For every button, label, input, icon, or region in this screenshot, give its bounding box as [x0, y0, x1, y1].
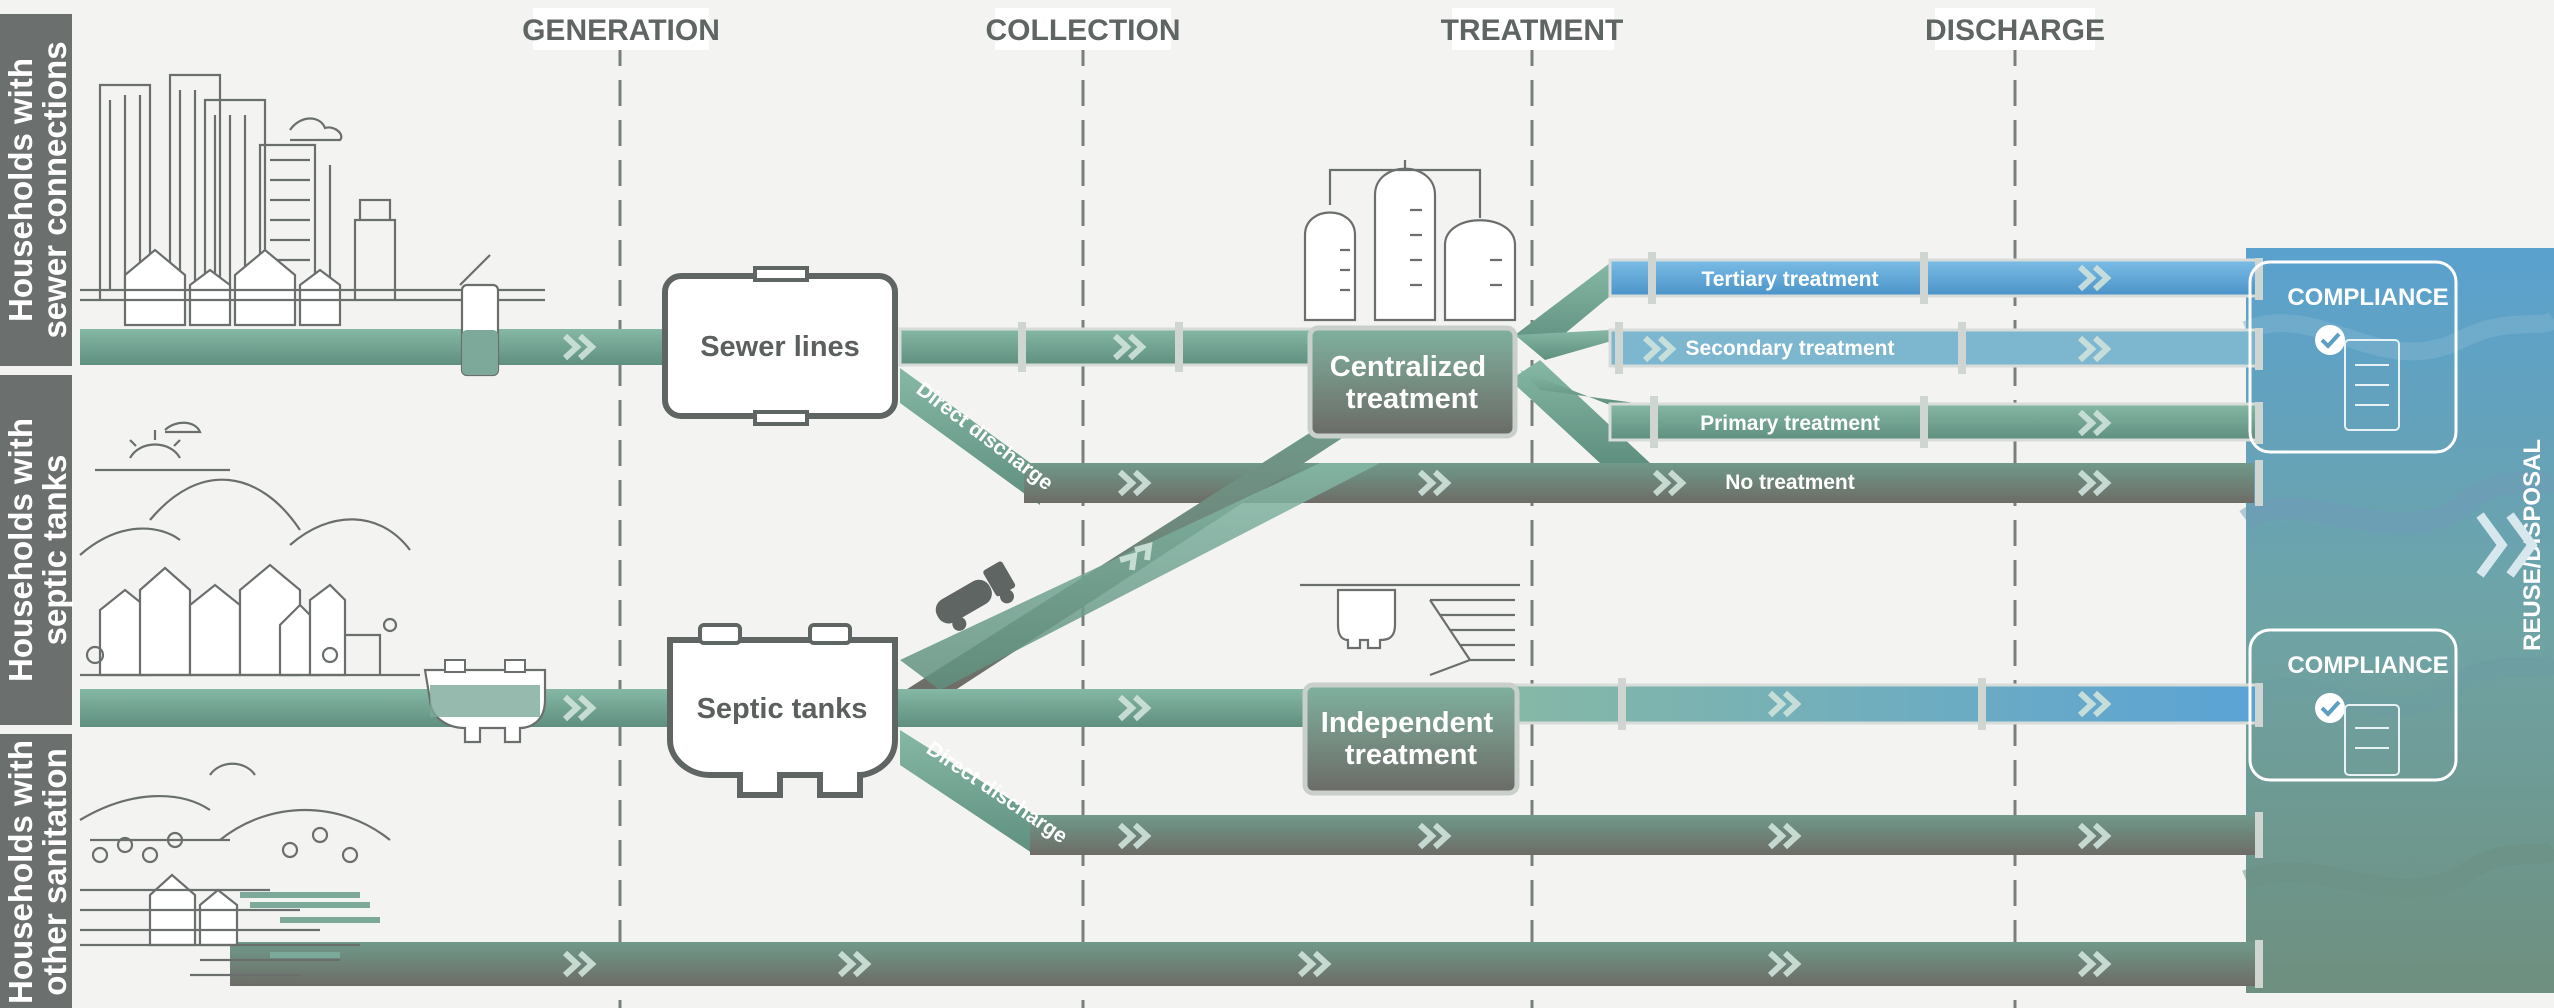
- household-label-other: Households withother sanitation: [2, 740, 73, 1004]
- sewer-lines-label: Sewer lines: [700, 331, 860, 363]
- independent-plant-icon: [1300, 583, 1520, 677]
- label-secondary: Secondary treatment: [1686, 337, 1895, 360]
- independent-label: Independent treatment: [1321, 707, 1501, 771]
- stage-generation: GENERATION: [522, 14, 720, 47]
- centralized-treatment-node: Centralized treatment: [1307, 325, 1518, 439]
- panel-sewer: [0, 14, 72, 366]
- compliance-label-1: COMPLIANCE: [2287, 284, 2448, 311]
- septic-tanks-label: Septic tanks: [697, 693, 868, 725]
- pipe-primary: [1608, 402, 2262, 442]
- household-label-septic: Households withseptic tanks: [2, 418, 73, 682]
- household-panels: Households withsewer connections Househo…: [0, 14, 73, 1008]
- panel-septic: [0, 375, 72, 725]
- stage-labels: GENERATION COLLECTION TREATMENT DISCHARG…: [522, 8, 2105, 50]
- check-icon: [2315, 693, 2345, 723]
- septic-area-sketch: [79, 421, 547, 744]
- sewer-lines-node: Sewer lines: [662, 266, 898, 426]
- clipboard-icon: [2344, 339, 2400, 431]
- compliance-label-2: COMPLIANCE: [2287, 652, 2448, 679]
- pipes: [80, 252, 2263, 988]
- compliance-box-1: COMPLIANCE: [2248, 260, 2458, 454]
- stage-collection: COLLECTION: [986, 14, 1181, 47]
- check-icon: [2315, 325, 2345, 355]
- septic-tanks-node: Septic tanks: [667, 623, 898, 798]
- stage-treatment: TREATMENT: [1441, 14, 1624, 47]
- stage-discharge: DISCHARGE: [1925, 14, 2105, 47]
- label-tertiary: Tertiary treatment: [1701, 268, 1878, 291]
- clipboard-icon: [2344, 704, 2400, 776]
- treatment-plant-icon: [1303, 160, 1517, 322]
- household-label-sewer: Households withsewer connections: [2, 41, 73, 338]
- centralized-label: Centralized treatment: [1330, 351, 1494, 415]
- compliance-box-2: COMPLIANCE: [2248, 628, 2458, 782]
- panel-other: [0, 734, 72, 1008]
- city-sketch: [80, 73, 545, 377]
- independent-treatment-node: Independent treatment: [1302, 682, 1520, 796]
- label-no-treatment: No treatment: [1725, 471, 1855, 494]
- label-primary: Primary treatment: [1700, 412, 1880, 435]
- septic-truck-icon: [935, 561, 1016, 631]
- other-sanitation-sketch: [79, 762, 391, 977]
- reuse-chevron-icon: [2476, 512, 2538, 578]
